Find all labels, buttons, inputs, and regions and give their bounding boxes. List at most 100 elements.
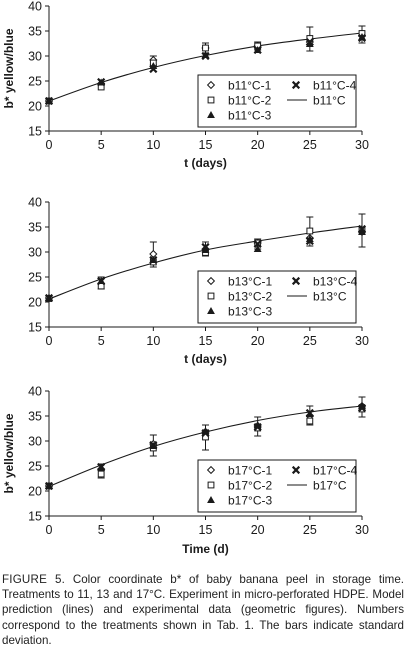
legend-entry: b13°C xyxy=(287,290,347,304)
data-point xyxy=(253,45,262,55)
legend-marker xyxy=(206,276,216,286)
legend-entry: b17°C xyxy=(287,479,347,493)
x-tick-label: 25 xyxy=(303,523,317,537)
series-x xyxy=(44,403,367,491)
y-tick-label: 35 xyxy=(28,410,42,424)
legend-entry: b17°C-1 xyxy=(206,464,272,478)
legend-label: b13°C-2 xyxy=(228,290,272,304)
legend-entry: b11°C-3 xyxy=(207,109,272,123)
legend-marker xyxy=(207,495,215,504)
legend-entry: b13°C-2 xyxy=(207,290,272,304)
x-tick-label: 20 xyxy=(251,523,265,537)
x-tick-label: 5 xyxy=(98,138,105,152)
caption-text: Color coordinate b* of baby banana peel … xyxy=(2,573,404,647)
x-tick-label: 25 xyxy=(303,138,317,152)
x-tick-label: 20 xyxy=(251,334,265,348)
data-point xyxy=(97,462,106,472)
legend-marker xyxy=(207,96,215,104)
legend-label: b11°C xyxy=(313,94,346,108)
y-tick-label: 35 xyxy=(28,221,42,235)
y-axis-label: b* yellow/blue xyxy=(2,28,16,108)
data-point xyxy=(201,242,210,252)
legend-entry: b11°C-1 xyxy=(206,79,272,93)
legend-entry: b17°C-2 xyxy=(207,479,272,493)
x-tick-label: 0 xyxy=(46,334,53,348)
legend: b13°C-1 b13°C-4 b13°C-2 b13°C b13°C-3 xyxy=(197,270,357,324)
x-tick-label: 15 xyxy=(199,334,213,348)
data-point xyxy=(97,276,106,286)
data-point xyxy=(44,293,54,303)
x-tick-label: 10 xyxy=(146,523,160,537)
legend-label: b11°C-2 xyxy=(228,94,272,108)
y-tick-label: 30 xyxy=(28,435,42,449)
legend-label: b13°C-1 xyxy=(228,275,272,289)
y-tick-label: 40 xyxy=(28,0,42,14)
x-tick-label: 30 xyxy=(355,138,369,152)
series-x xyxy=(44,33,367,106)
x-tick-label: 15 xyxy=(199,523,213,537)
x-tick-label: 0 xyxy=(46,523,53,537)
y-tick-label: 20 xyxy=(28,485,42,499)
legend: b17°C-1 b17°C-4 b17°C-2 b17°C b17°C-3 xyxy=(197,459,357,513)
figure: 15 20 25 30 35 40 0 5 10 15 20 25 30 t (days) b* yello… xyxy=(2,0,369,556)
chart-canvas: 15 20 25 30 35 40 0 5 10 15 20 25 30 t (days) b* yello… xyxy=(2,0,369,556)
y-tick-label: 15 xyxy=(28,510,42,524)
y-tick-label: 15 xyxy=(28,321,42,335)
x-tick-label: 30 xyxy=(355,334,369,348)
x-tick-label: 5 xyxy=(98,523,105,537)
data-point xyxy=(201,428,210,438)
legend-entry: b13°C-4 xyxy=(291,275,357,289)
x-tick-label: 0 xyxy=(46,138,53,152)
legend-label: b17°C-4 xyxy=(313,464,357,478)
legend-marker xyxy=(291,465,301,475)
data-point xyxy=(253,422,262,432)
y-tick-label: 20 xyxy=(28,296,42,310)
y-tick-label: 30 xyxy=(28,246,42,260)
data-point xyxy=(306,227,314,235)
series-x xyxy=(44,224,367,303)
data-point xyxy=(202,44,209,52)
y-tick-label: 40 xyxy=(28,385,42,399)
legend-box xyxy=(197,270,357,324)
data-point xyxy=(253,239,262,249)
legend-marker xyxy=(291,80,301,90)
legend-entry: b17°C-4 xyxy=(291,464,357,478)
chart-panel-1: 15 20 25 30 35 40 0 5 10 15 20 25 30 t (days) b* yello… xyxy=(2,0,369,170)
data-point xyxy=(357,224,367,234)
y-tick-label: 35 xyxy=(28,25,42,39)
legend-label: b11°C-1 xyxy=(228,79,272,93)
data-point xyxy=(305,37,314,47)
data-point xyxy=(97,77,106,87)
y-tick-label: 20 xyxy=(28,100,42,114)
data-point xyxy=(253,244,262,253)
x-tick-label: 10 xyxy=(146,138,160,152)
legend-marker xyxy=(291,276,301,286)
x-tick-label: 5 xyxy=(98,334,105,348)
legend-entry: b11°C-4 xyxy=(291,79,357,93)
data-point xyxy=(97,470,105,478)
legend-entry: b13°C-3 xyxy=(207,305,272,319)
y-tick-label: 40 xyxy=(28,196,42,210)
x-axis-label: t (days) xyxy=(184,156,227,170)
data-point xyxy=(44,481,54,491)
y-tick-label: 25 xyxy=(28,271,42,285)
legend-label: b17°C-1 xyxy=(228,464,272,478)
legend-label: b11°C-4 xyxy=(313,79,357,93)
legend-box xyxy=(197,74,357,128)
data-point xyxy=(44,96,54,106)
x-tick-label: 25 xyxy=(303,334,317,348)
x-tick-label: 10 xyxy=(146,334,160,348)
data-point xyxy=(357,33,367,43)
legend-label: b13°C-4 xyxy=(313,275,357,289)
data-point xyxy=(149,255,158,265)
legend-marker xyxy=(207,110,215,119)
data-point xyxy=(149,64,158,74)
y-tick-label: 15 xyxy=(28,125,42,139)
legend-label: b17°C-3 xyxy=(228,494,272,508)
legend: b11°C-1 b11°C-4 b11°C-2 b11°C b11°C-3 xyxy=(197,74,357,128)
legend-marker xyxy=(206,80,216,90)
legend-marker xyxy=(207,306,215,315)
legend-label: b17°C-2 xyxy=(228,479,272,493)
legend-entry: b11°C-2 xyxy=(207,94,272,108)
data-point xyxy=(149,440,158,450)
